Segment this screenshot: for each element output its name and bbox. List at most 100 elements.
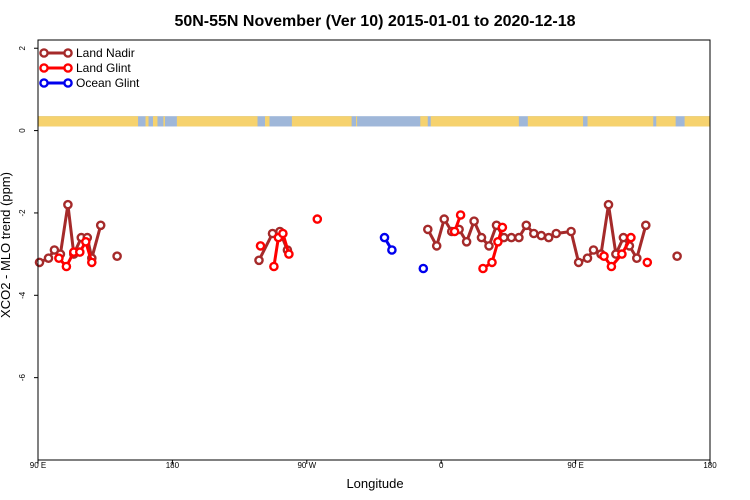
data-point [573, 257, 584, 268]
x-tick-label: 180 [166, 461, 180, 470]
data-point [543, 232, 554, 243]
data-point [431, 241, 442, 251]
series-ocean-glint [379, 232, 429, 274]
land-sea-strip [38, 116, 710, 127]
data-point [514, 232, 524, 243]
y-tick-label: -2 [18, 209, 27, 217]
data-point [521, 220, 532, 231]
data-point [312, 214, 323, 224]
data-point [418, 263, 429, 274]
x-tick-label: 90 E [30, 461, 46, 470]
data-point [75, 247, 85, 257]
data-point [284, 249, 294, 259]
y-tick-label: 2 [18, 45, 27, 50]
data-point [254, 255, 264, 266]
data-point [603, 199, 614, 210]
series-layer [34, 199, 682, 274]
strip-land [163, 116, 165, 127]
data-point [551, 228, 562, 239]
strip-land [176, 116, 258, 127]
data-point [484, 241, 494, 251]
data-point [566, 226, 576, 237]
data-point [255, 241, 266, 251]
legend-marker [63, 78, 73, 88]
legend-marker [39, 78, 49, 88]
data-point [43, 253, 54, 264]
x-tick-label: 90 E [567, 461, 583, 470]
legend-marker [63, 63, 73, 73]
data-point [642, 257, 653, 268]
strip-land [152, 116, 158, 127]
x-axis-label: Longitude [346, 476, 403, 491]
legend-marker [39, 63, 49, 73]
series-line [482, 226, 504, 270]
data-point [493, 236, 503, 247]
legend-marker [39, 48, 49, 58]
data-point [529, 228, 539, 239]
x-tick-label: 0 [439, 461, 444, 470]
x-tick-label: 180 [703, 461, 717, 470]
strip-land [38, 116, 139, 127]
y-tick-label: 0 [18, 128, 27, 133]
series-line [602, 236, 633, 268]
data-point [63, 199, 73, 210]
data-point [582, 253, 593, 264]
strip-land [264, 116, 270, 127]
data-point [422, 224, 433, 235]
y-axis: 2 0 -2 -4 -6 [18, 45, 38, 381]
legend-marker [63, 48, 73, 58]
data-point [588, 245, 599, 255]
data-point [112, 251, 122, 262]
strip-land [656, 116, 676, 127]
data-point [54, 253, 64, 264]
y-tick-label: -6 [18, 374, 27, 382]
data-point [487, 257, 497, 268]
data-point [379, 232, 390, 243]
series-land-glint [54, 210, 653, 274]
data-point [61, 261, 72, 272]
chart-title: 50N-55N November (Ver 10) 2015-01-01 to … [174, 13, 575, 30]
strip-land [430, 116, 519, 127]
x-axis: 90 E 180 90 W 0 90 E 180 [30, 460, 717, 470]
legend-label: Land Glint [76, 61, 131, 75]
data-point [81, 236, 91, 247]
strip-land [145, 116, 149, 127]
strip-land [587, 116, 654, 127]
y-axis-label: XCO2 - MLO trend (ppm) [0, 172, 13, 318]
data-point [536, 230, 547, 241]
strip-land [356, 116, 358, 127]
strip-land [527, 116, 584, 127]
data-point [672, 251, 682, 262]
data-point [469, 216, 479, 226]
data-point [618, 232, 629, 243]
legend-label: Land Nadir [76, 46, 135, 60]
data-point [387, 245, 397, 255]
data-point [626, 232, 636, 243]
x-tick-label: 90 W [297, 461, 316, 470]
data-point [606, 261, 617, 272]
data-point [34, 257, 45, 268]
data-point [455, 210, 466, 220]
series-land-nadir [34, 199, 682, 268]
strip-ocean [38, 116, 710, 127]
plot-frame [37, 39, 711, 461]
data-point [439, 214, 450, 224]
data-point [506, 232, 517, 243]
y-tick-label: -4 [18, 291, 27, 299]
data-point [87, 257, 97, 268]
data-point [269, 261, 279, 272]
strip-land [291, 116, 352, 127]
data-point [478, 263, 488, 274]
data-point [599, 251, 609, 262]
data-point [278, 228, 288, 239]
data-point [449, 226, 460, 237]
legend-label: Ocean Glint [76, 76, 140, 90]
data-point [632, 253, 642, 264]
strip-land [420, 116, 428, 127]
data-point [95, 220, 106, 231]
data-point [617, 249, 627, 259]
strip-land [684, 116, 710, 127]
data-point [476, 232, 487, 243]
